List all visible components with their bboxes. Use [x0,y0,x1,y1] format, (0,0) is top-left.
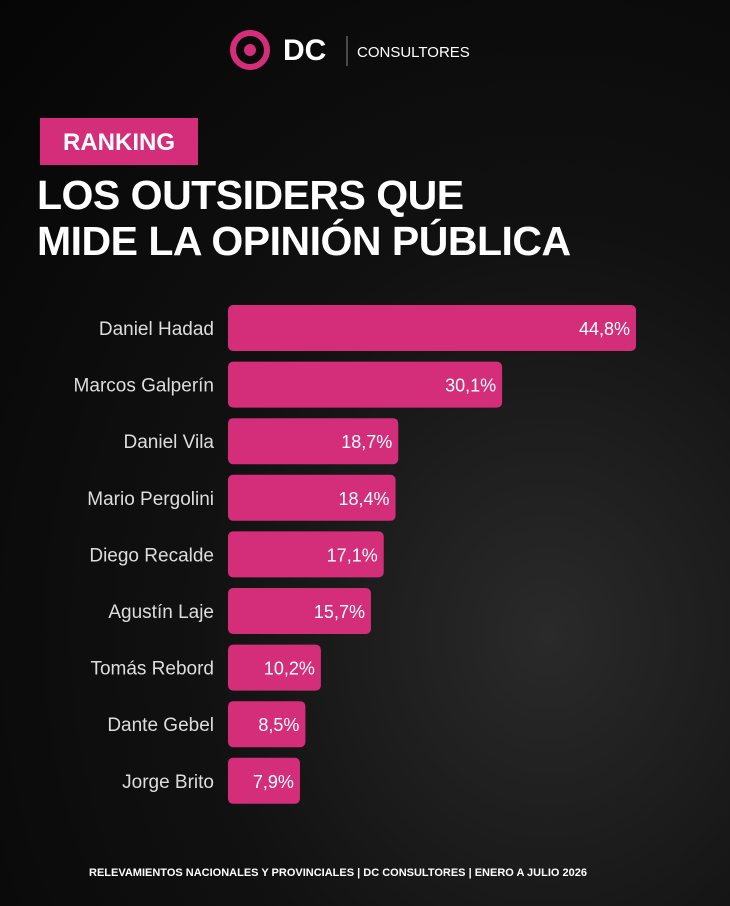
bar [228,701,306,748]
category-label: Dante Gebel [107,715,214,736]
bar [228,361,503,408]
source: RELEVAMIENTOS NACIONALES Y PROVINCIALES … [89,867,587,879]
bar [228,418,399,465]
bar [228,305,636,351]
category-label: Agustín Laje [108,602,214,623]
value-label: 7,9% [253,772,294,792]
logo-text: DC [283,34,326,67]
bar [228,531,384,578]
bar [228,644,321,691]
badge-text: RANKING [63,129,175,156]
brand-name: CONSULTORES [357,44,470,61]
value-label: 8,5% [258,715,299,735]
bar [228,757,300,804]
category-label: Tomás Rebord [90,659,214,680]
category-label: Mario Pergolini [87,489,214,510]
value-label: 18,7% [341,432,392,452]
value-label: 15,7% [314,602,365,622]
value-label: 44,8% [579,319,630,339]
value-label: 30,1% [445,376,496,396]
category-label: Daniel Hadad [99,319,214,340]
category-label: Jorge Brito [122,772,214,793]
logo-dot [244,44,256,56]
bar [228,474,396,521]
bar [228,588,371,634]
logo-ring [230,30,270,70]
category-label: Marcos Galperín [74,376,214,397]
category-label: Daniel Vila [124,432,215,453]
value-label: 18,4% [339,489,390,509]
value-label: 17,1% [327,545,378,565]
value-label: 10,2% [264,659,315,679]
chart-title: LOS OUTSIDERS QUE MIDE LA OPINIÓN PÚBLIC… [37,172,571,264]
category-label: Diego Recalde [89,545,214,566]
badge [40,118,198,165]
